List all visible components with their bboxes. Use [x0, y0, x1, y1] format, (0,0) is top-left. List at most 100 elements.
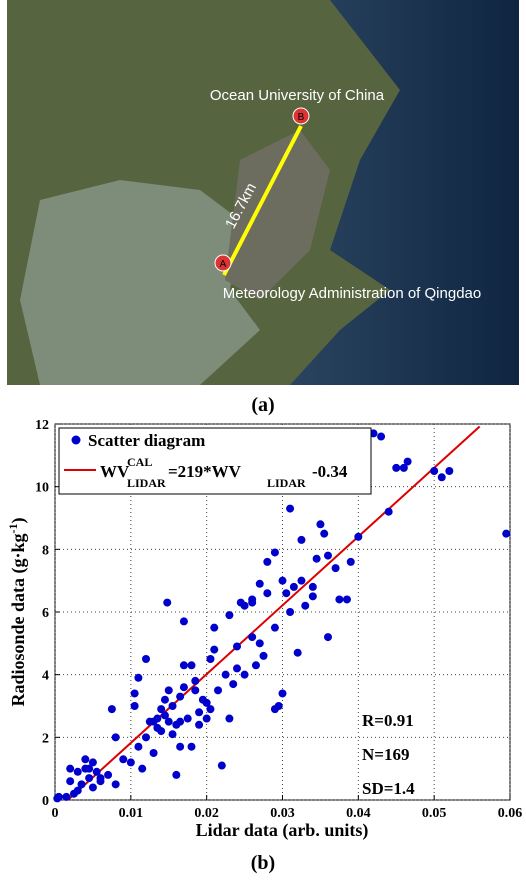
y-tick-label: 8	[42, 543, 49, 558]
annotation: SD=1.4	[362, 779, 415, 798]
point	[342, 595, 351, 604]
point	[312, 554, 321, 563]
point	[263, 557, 272, 566]
point	[377, 432, 386, 441]
legend-label-part: -0.34	[312, 462, 348, 481]
point	[138, 764, 147, 773]
point	[149, 749, 158, 757]
point	[259, 651, 268, 660]
point	[119, 755, 128, 764]
fit-line	[67, 425, 481, 801]
point	[81, 755, 90, 764]
point	[142, 733, 150, 742]
point	[88, 758, 97, 767]
point	[206, 705, 215, 714]
point	[130, 702, 139, 710]
point	[179, 661, 188, 670]
marker-b	[292, 107, 310, 125]
marker-a-label: A	[220, 259, 227, 270]
point	[111, 733, 120, 742]
point	[392, 463, 401, 472]
legend-label-part: LIDAR	[127, 476, 166, 490]
point	[214, 686, 223, 695]
point	[255, 639, 264, 648]
point	[240, 601, 249, 610]
point	[104, 770, 113, 779]
marker-a	[214, 254, 232, 272]
point	[251, 661, 260, 670]
point	[225, 611, 234, 620]
x-tick-label: 0.01	[119, 806, 144, 821]
point	[263, 589, 272, 598]
point	[66, 777, 75, 786]
point	[157, 705, 166, 714]
point	[274, 702, 283, 710]
map-bay	[20, 180, 260, 385]
caption: (a)	[251, 394, 274, 416]
point	[210, 623, 219, 632]
x-tick-label: 0.05	[422, 806, 447, 821]
point	[233, 642, 241, 651]
point	[289, 582, 298, 591]
x-tick-label: 0.06	[498, 806, 523, 821]
point	[225, 714, 234, 723]
point	[217, 761, 226, 770]
point	[85, 774, 94, 783]
point	[191, 686, 200, 695]
y-axis-label-part: -1	[6, 523, 20, 533]
point	[248, 633, 257, 642]
point	[278, 689, 287, 698]
chart: (b) Lidar data (arb. units) Radiosonde d…	[6, 418, 522, 874]
point	[403, 457, 412, 466]
point	[293, 648, 302, 657]
point	[233, 664, 241, 673]
point	[301, 601, 310, 610]
legend-label-part: =219*WV	[168, 462, 242, 481]
point	[308, 582, 317, 591]
map: B A Ocean University of China 16.7km Met…	[7, 0, 519, 385]
point	[92, 767, 101, 776]
map-label: Meteorology Administration of Qingdao	[223, 285, 481, 302]
point	[255, 579, 264, 588]
point	[176, 692, 185, 701]
x-tick-label: 0	[52, 806, 59, 821]
point	[430, 467, 439, 475]
point	[195, 720, 204, 729]
point	[320, 529, 329, 538]
y-tick-label: 0	[42, 794, 49, 809]
point	[179, 617, 188, 626]
point	[187, 742, 196, 751]
point	[202, 698, 211, 707]
point	[66, 764, 75, 773]
legend-label-part: CAL	[127, 455, 152, 469]
point	[176, 717, 185, 726]
point	[77, 780, 86, 789]
legend	[58, 427, 372, 495]
x-tick-label: 0.02	[194, 806, 219, 821]
point	[134, 673, 143, 682]
point	[172, 770, 181, 779]
point	[308, 592, 317, 601]
point	[354, 532, 363, 541]
map-city	[225, 130, 330, 300]
point	[270, 623, 279, 632]
point	[130, 689, 139, 698]
map-label: Ocean University of China	[210, 87, 385, 104]
x-tick-label: 0.03	[270, 806, 295, 821]
point	[270, 548, 279, 557]
point	[54, 792, 63, 801]
point	[248, 598, 257, 607]
point	[73, 786, 82, 795]
marker-b-label: B	[298, 112, 305, 123]
legend-label-part: WV	[100, 462, 130, 481]
y-tick-label: 12	[35, 418, 49, 433]
point	[163, 598, 172, 607]
y-tick-label: 4	[42, 669, 49, 684]
point	[164, 686, 173, 695]
point	[210, 645, 219, 654]
point	[111, 780, 120, 789]
point	[187, 661, 196, 670]
point	[324, 551, 332, 560]
